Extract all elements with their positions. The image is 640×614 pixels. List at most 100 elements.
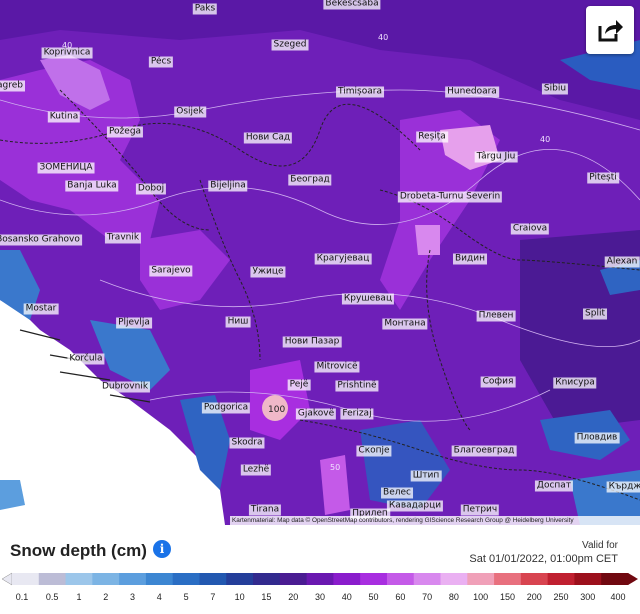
scale-swatch [199,573,227,585]
scale-label: 70 [422,592,433,602]
pink-peak-prokletije [262,395,288,421]
color-scale-bar [2,572,638,586]
city-label: Mitrovicë [314,361,360,373]
italy-blue [0,480,25,510]
city-label: ЗОМЕНИЦА [37,162,95,174]
blue-patch-danube [600,260,640,295]
scale-swatch [440,573,468,585]
city-label: Bekescsaba [323,0,381,10]
scale-swatch [38,573,67,585]
contour-line [0,149,640,225]
scale-swatch [172,573,200,585]
scale-swatch [574,573,602,585]
scale-label: 10 [234,592,245,602]
light-zone-west [40,55,110,110]
city-label: Sibiu [541,83,569,95]
city-label: Скопје [356,445,392,457]
city-label: Прилеп [350,508,390,520]
city-label: Mostar [23,303,59,315]
color-scale-labels: 0.1 0.5 1 2 3 4 5 7 10 15 20 30 40 50 60 70 80 100 150 200 2… [0,592,640,606]
city-label: Craiova [510,223,550,235]
city-label: Tirana [248,504,282,516]
scale-swatch [467,573,495,585]
city-label: Split [583,308,607,320]
scale-label: 5 [183,592,189,602]
info-icon[interactable]: i [153,540,171,558]
city-label: Пловдив [574,432,620,444]
city-label: Београд [288,174,332,186]
scale-swatch [119,573,147,585]
city-label: Skodra [229,437,265,449]
scale-arrow-right [628,573,638,585]
scale-label: 50 [368,592,379,602]
scale-label: 15 [261,592,272,602]
scale-label: 2 [103,592,109,602]
contour-label: 40 [378,33,388,42]
scale-swatch [360,573,388,585]
scale-label: 100 [473,592,489,602]
city-label: Kutina [47,111,81,123]
scale-swatch [306,573,334,585]
scale-swatch [253,573,281,585]
city-label: Плевен [476,310,516,322]
city-label: Drobeta-Turnu Severin [397,191,503,203]
city-label: Pitești [587,172,619,184]
border-danube [379,189,640,271]
scale-label: 200 [526,592,542,602]
city-label: Dubrovnik [99,381,151,393]
city-label: Koprivnica [41,47,93,59]
scale-label: 3 [130,592,136,602]
light-carpathian-spot [415,225,440,255]
city-label: Крагујевац [314,253,372,265]
city-label: Pljevlja [116,317,152,329]
scale-swatch [547,573,575,585]
city-label: Нови Сад [243,132,293,144]
city-label: Петрич [460,504,500,516]
scale-swatch [92,573,120,585]
city-label: Reșița [416,131,448,143]
coastal-blue-mostar [90,320,170,390]
city-label: Кавадарци [386,500,444,512]
croatia-light-zone [0,60,160,240]
scale-swatch [279,573,308,585]
legend-panel: Snow depth (cm) i Valid for Sat 01/01/20… [0,525,640,614]
city-label: Велес [381,487,413,499]
city-label: Благоевград [451,445,517,457]
share-icon [598,20,623,42]
city-label: Монтана [382,318,428,330]
scale-swatch [413,573,442,585]
city-label: Hunedoara [445,86,499,98]
border-hungary [0,103,421,167]
city-label: Pécs [148,56,174,68]
north-zone [0,0,640,120]
scale-label: 40 [341,592,352,602]
scale-label: 400 [610,592,626,602]
legend-title: Snow depth (cm) [10,541,147,560]
scale-label: 7 [210,592,216,602]
scale-label: 20 [288,592,299,602]
city-label: Târgu Jiu [474,151,518,163]
city-label: Штип [410,470,442,482]
scale-label: 1 [76,592,82,602]
city-label: Prishtinë [335,380,379,392]
city-label: Крушевац [341,293,395,305]
snow-depth-map[interactable]: 40 100 40 40 50 40 Paks Bekescsaba Szeged K… [0,0,640,525]
map-attribution[interactable]: Kartenmaterial: Map data © OpenStreetMap… [230,516,640,525]
contour-label: 40 [540,135,550,144]
scale-label: 80 [448,592,459,602]
scale-swatch [145,573,174,585]
city-label: Bijeljina [208,180,248,192]
scale-swatch [494,573,522,585]
city-label: Pejë [287,379,311,391]
scale-label: 0.1 [15,592,29,602]
border-south [299,419,640,501]
valid-for-label: Valid for [582,540,618,551]
scale-swatch [226,573,254,585]
city-label: Požega [106,126,144,138]
city-label: Кnисура [553,377,597,389]
map-layer: 40 100 40 40 50 40 [0,0,640,525]
city-label: Doboj [135,183,167,195]
border-croatia-bosnia [59,89,211,231]
share-button[interactable] [586,6,634,54]
border-bosnia-serbia [199,179,261,361]
